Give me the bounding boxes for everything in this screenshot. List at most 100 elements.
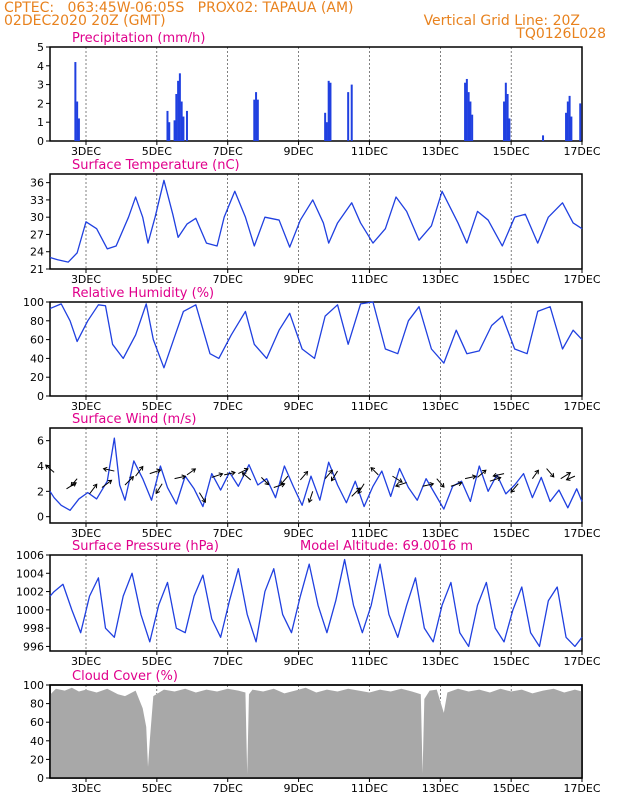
temperature-title: Surface Temperature (nC): [72, 158, 240, 173]
precipitation-bar: [568, 95, 571, 141]
precipitation-x-tick-label: 11DEC: [351, 145, 388, 158]
wind-arrow-head: [45, 464, 50, 470]
precipitation-bar: [570, 116, 573, 141]
precipitation-x-tick-label: 15DEC: [493, 145, 530, 158]
humidity-y-tick-label: 20: [30, 371, 44, 384]
humidity-y-tick-label: 0: [37, 390, 44, 403]
humidity-y-tick-label: 60: [30, 334, 44, 347]
precipitation-x-tick-label: 3DEC: [71, 145, 101, 158]
humidity-x-tick-label: 7DEC: [213, 400, 243, 413]
precipitation-bar: [565, 112, 568, 141]
header-left-line1: CPTEC: 063:45W-06:05S PROX02: TAPAUA (AM…: [4, 0, 354, 16]
wind-arrow-shaft: [238, 468, 249, 475]
temperature-x-tick-label: 13DEC: [422, 273, 459, 286]
precipitation-title: Precipitation (mm/h): [72, 31, 205, 46]
cloud-cover-x-tick-label: 9DEC: [284, 782, 314, 795]
wind-arrow-head: [429, 482, 435, 488]
wind-arrow-head: [218, 472, 224, 478]
precipitation-y-tick-label: 4: [37, 60, 44, 73]
precipitation-frame: [49, 46, 583, 142]
cloud-cover-x-tick-label: 7DEC: [213, 782, 243, 795]
cloud-cover-x-tick-label: 5DEC: [142, 782, 172, 795]
wind-arrow-head: [303, 470, 309, 476]
precipitation-x-tick-label: 13DEC: [422, 145, 459, 158]
wind-arrow-shaft: [395, 481, 407, 487]
pressure-y-tick-label: 1002: [16, 586, 44, 599]
wind-arrow-shaft: [261, 477, 269, 485]
wind-arrow-shaft: [155, 483, 163, 494]
precipitation-y-tick-label: 2: [37, 97, 44, 110]
humidity-x-tick-label: 15DEC: [493, 400, 530, 413]
pressure-x-tick-label: 15DEC: [493, 655, 530, 668]
wind-arrow-head: [191, 468, 197, 473]
header-left-line2: 02DEC2020 20Z (GMT): [4, 13, 166, 29]
humidity-x-tick-label: 5DEC: [142, 400, 172, 413]
temperature-y-tick-label: 24: [30, 246, 44, 259]
cloud-cover-y-tick-label: 80: [30, 698, 44, 711]
cloud-cover-x-tick-label: 15DEC: [493, 782, 530, 795]
wind-arrow-head: [264, 480, 270, 486]
cloud-cover-x-tick-label: 17DEC: [563, 782, 600, 795]
humidity-line: [49, 301, 583, 369]
wind-arrow-head: [231, 470, 236, 476]
humidity-y-tick-label: 100: [23, 296, 44, 309]
precipitation-bar: [506, 94, 509, 141]
wind-arrow-shaft: [299, 471, 308, 481]
pressure-y-tick-label: 1006: [16, 549, 44, 562]
precipitation-bar: [327, 80, 330, 141]
precipitation-y-tick-label: 1: [37, 116, 44, 129]
cloud-cover-y-tick-label: 20: [30, 753, 44, 766]
wind-arrow-shaft: [566, 475, 576, 481]
wind-arrow-head: [481, 469, 487, 475]
wind-arrow-head: [565, 476, 571, 481]
wind-arrow-shaft: [531, 469, 539, 479]
cloud-cover-title: Cloud Cover (%): [72, 669, 178, 684]
wind-arrow-head: [307, 498, 313, 504]
wind-arrow-head: [492, 472, 498, 478]
wind-arrow-shaft: [493, 473, 505, 477]
precipitation-bar: [253, 99, 256, 141]
precipitation-bar: [76, 101, 79, 141]
wind-arrow-shaft: [89, 483, 98, 495]
wind-x-tick-label: 11DEC: [351, 527, 388, 540]
precipitation-bar: [185, 110, 188, 141]
humidity-frame: [49, 301, 583, 397]
precipitation-bar: [255, 92, 258, 141]
precipitation-bar: [504, 82, 507, 141]
wind-arrow-head: [398, 478, 403, 483]
precipitation-bar: [469, 101, 472, 141]
wind-title: Surface Wind (m/s): [72, 412, 196, 427]
wind-arrow-head: [471, 474, 477, 480]
wind-arrow-shaft: [198, 492, 206, 503]
humidity-x-tick-label: 11DEC: [351, 400, 388, 413]
precipitation-bar: [77, 118, 80, 141]
cloud-cover-x-tick-label: 11DEC: [351, 782, 388, 795]
wind-arrow-head: [439, 483, 445, 488]
wind-arrow-shaft: [464, 475, 476, 480]
precipitation-y-tick-label: 5: [37, 41, 44, 54]
precipitation-bar: [324, 112, 327, 141]
pressure-x-tick-label: 3DEC: [71, 655, 101, 668]
wind-x-tick-label: 3DEC: [71, 527, 101, 540]
wind-arrow-shaft: [450, 482, 462, 487]
precipitation-bar: [74, 62, 77, 141]
pressure-annotation: Model Altitude: 69.0016 m: [300, 539, 473, 554]
wind-x-tick-label: 17DEC: [563, 527, 600, 540]
temperature-x-tick-label: 3DEC: [71, 273, 101, 286]
pressure-line: [49, 558, 583, 648]
wind-arrow-shaft: [174, 475, 186, 480]
precipitation-x-tick-label: 17DEC: [563, 145, 600, 158]
wind-x-tick-label: 9DEC: [284, 527, 314, 540]
precipitation-bar: [168, 122, 171, 141]
wind-arrow-head: [394, 482, 400, 488]
wind-arrow-head: [328, 469, 333, 475]
precipitation-bar: [325, 122, 328, 141]
precipitation-x-tick-label: 5DEC: [142, 145, 172, 158]
humidity-x-tick-label: 13DEC: [422, 400, 459, 413]
wind-arrow-shaft: [477, 469, 487, 478]
precipitation-bar: [347, 92, 350, 141]
pressure-y-tick-label: 1000: [16, 604, 44, 617]
precipitation-bar: [177, 80, 180, 141]
wind-arrow-shaft: [357, 483, 365, 494]
